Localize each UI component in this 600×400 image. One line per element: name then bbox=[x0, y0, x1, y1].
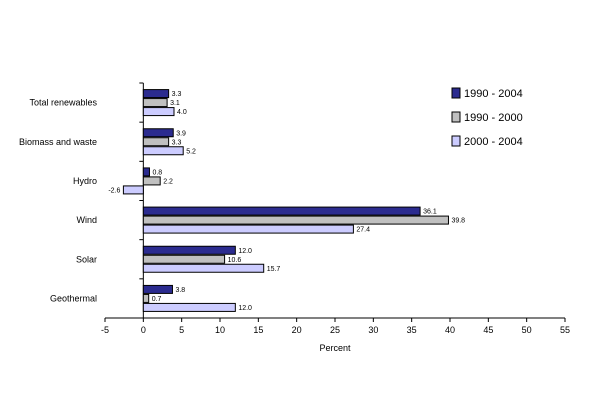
x-tick-label: 40 bbox=[445, 325, 455, 335]
bar-value-labels: 3.3 3.1 4.0 3.9 3.3 5.2 0.82.2 -2.6 36.1 39.8 27.4… bbox=[108, 91, 465, 312]
bar-value-label: 3.9 bbox=[176, 130, 186, 137]
bar bbox=[142, 263, 265, 273]
bar-value-label: 3.1 bbox=[170, 100, 180, 107]
bar bbox=[142, 137, 170, 147]
x-axis-title: Percent bbox=[319, 343, 351, 353]
x-tick-label: 55 bbox=[560, 325, 570, 335]
category-label: Hydro bbox=[73, 176, 97, 186]
x-tick-label: 0 bbox=[141, 325, 146, 335]
legend-label: 2000 - 2004 bbox=[464, 136, 523, 148]
x-axis-ticks: -5 0 5 10 15 20 25 30 35 40 45 50 55 bbox=[101, 318, 570, 335]
bar-value-label: 3.8 bbox=[175, 287, 185, 294]
bar bbox=[142, 284, 173, 294]
x-tick-label: 15 bbox=[253, 325, 263, 335]
bar-value-label: 4.0 bbox=[177, 109, 187, 116]
bar bbox=[142, 254, 226, 264]
x-tick-label: 30 bbox=[368, 325, 378, 335]
x-tick-label: 25 bbox=[330, 325, 340, 335]
legend-label: 1990 - 2000 bbox=[464, 112, 523, 124]
bar-value-label: 3.3 bbox=[172, 139, 182, 146]
bar-value-label: 3.3 bbox=[172, 91, 182, 98]
legend-swatch bbox=[451, 135, 461, 147]
bar bbox=[142, 107, 175, 117]
bar-value-label: 27.4 bbox=[356, 227, 370, 234]
bar bbox=[142, 245, 236, 255]
legend-label: 1990 - 2004 bbox=[464, 88, 523, 100]
category-label: Solar bbox=[76, 254, 97, 264]
bar-value-label: 12.0 bbox=[238, 305, 252, 312]
bar bbox=[142, 128, 174, 138]
bar-value-label: 36.1 bbox=[423, 209, 437, 216]
x-tick-label: 20 bbox=[292, 325, 302, 335]
category-label: Geothermal bbox=[50, 293, 97, 303]
x-tick-label: 5 bbox=[179, 325, 184, 335]
category-label: Biomass and waste bbox=[19, 137, 97, 147]
x-tick-label: 45 bbox=[483, 325, 493, 335]
bar bbox=[142, 206, 421, 216]
x-tick-label: 10 bbox=[215, 325, 225, 335]
bar bbox=[142, 215, 449, 225]
category-label: Wind bbox=[76, 215, 97, 225]
x-tick-label: 35 bbox=[407, 325, 417, 335]
bar-value-label: 2.2 bbox=[163, 178, 173, 185]
bar bbox=[142, 167, 150, 177]
bar-value-label: 5.2 bbox=[186, 148, 196, 155]
category-label: Total renewables bbox=[29, 98, 97, 108]
bar bbox=[142, 98, 168, 108]
category-labels: Total renewables Biomass and waste Hydro Wi… bbox=[19, 82, 144, 319]
legend-swatch bbox=[451, 87, 461, 99]
bar-value-label: -2.6 bbox=[108, 187, 120, 194]
bar-value-label: 0.8 bbox=[152, 169, 162, 176]
bar-value-label: 0.7 bbox=[152, 296, 162, 303]
bar bbox=[142, 146, 184, 156]
bar-value-label: 12.0 bbox=[238, 248, 252, 255]
bar bbox=[142, 89, 170, 99]
bars bbox=[122, 89, 449, 312]
bar bbox=[142, 302, 236, 312]
x-tick-label: -5 bbox=[101, 325, 109, 335]
x-tick-label: 50 bbox=[522, 325, 532, 335]
bar-value-label: 15.7 bbox=[267, 266, 281, 273]
legend: 1990 - 2004 1990 - 2000 2000 - 2004 bbox=[451, 87, 523, 148]
bar bbox=[142, 293, 150, 303]
legend-swatch bbox=[451, 111, 461, 123]
bar bbox=[122, 185, 144, 195]
bar-value-label: 10.6 bbox=[228, 257, 242, 264]
bar-value-label: 39.8 bbox=[451, 218, 465, 225]
bar bbox=[142, 176, 161, 186]
bar bbox=[142, 224, 354, 234]
